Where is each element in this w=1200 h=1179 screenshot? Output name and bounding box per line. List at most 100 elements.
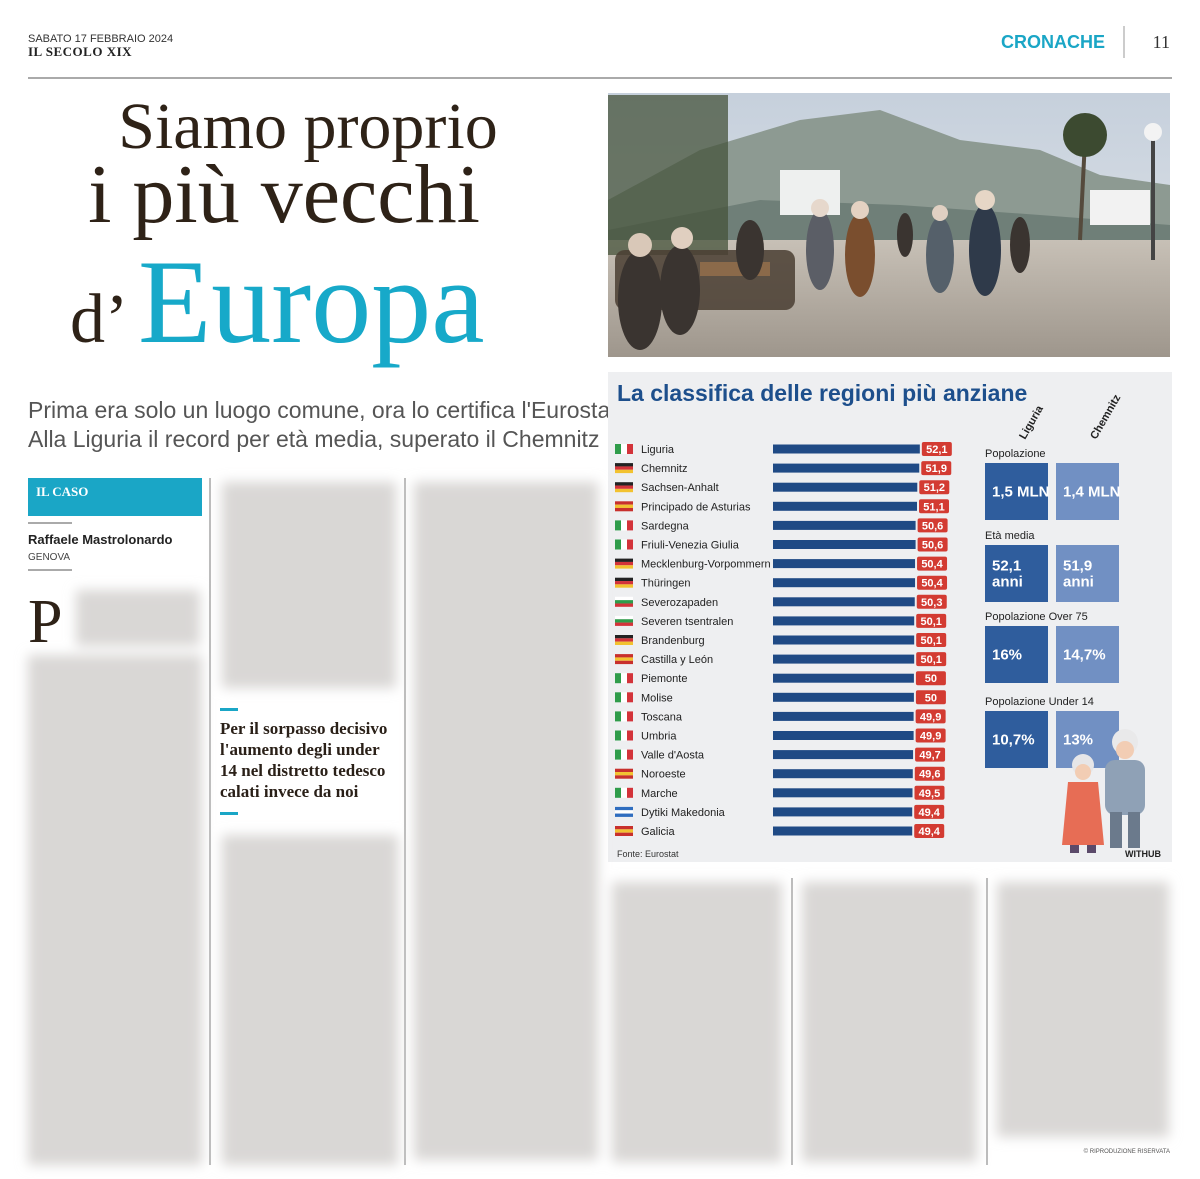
stat-value: 1,4 MLN	[1063, 484, 1121, 501]
stat-box	[985, 463, 1048, 520]
kicker-box	[28, 478, 202, 516]
bar	[773, 788, 913, 798]
stat-value: 1,5 MLN	[992, 484, 1050, 501]
category-label: Friuli-Venezia Giulia	[641, 540, 740, 552]
value-label: 50,4	[921, 559, 943, 571]
stat-value: 10,7%	[992, 732, 1035, 749]
stat-value: 16%	[992, 647, 1022, 664]
value-label-box	[917, 537, 948, 552]
bar	[773, 578, 916, 588]
value-label: 50	[925, 692, 937, 704]
flag	[615, 577, 633, 582]
flag	[615, 520, 621, 531]
category-label: Molise	[641, 692, 673, 704]
pull-quote: Per il sorpasso decisivo	[220, 719, 387, 738]
flag	[615, 565, 633, 569]
flag	[621, 749, 627, 760]
flag	[621, 444, 627, 454]
stat-value: anni	[1063, 574, 1094, 591]
category-label: Thüringen	[641, 578, 691, 590]
value-label-box	[914, 804, 945, 819]
drop-cap: P	[28, 588, 62, 656]
value-label-box	[915, 690, 946, 705]
value-label-box	[917, 575, 948, 590]
page-number: 11	[1153, 32, 1170, 52]
pull-quote: 14 nel distretto tedesco	[220, 761, 385, 780]
bar	[773, 769, 913, 779]
value-label-box	[916, 594, 947, 609]
flag	[621, 539, 627, 550]
flag	[615, 775, 633, 779]
value-label: 50,1	[920, 616, 941, 628]
category-label: Severozapaden	[641, 597, 718, 609]
category-label: Piemonte	[641, 673, 687, 685]
flag	[615, 711, 621, 722]
flag	[615, 444, 621, 454]
bar	[773, 540, 916, 549]
category-label: Mecklenburg-Vorpommern	[641, 559, 771, 571]
stat-value: 14,7%	[1063, 647, 1106, 664]
date: SABATO 17 FEBBRAIO 2024	[28, 33, 173, 45]
value-label-box	[915, 728, 946, 743]
stat-box	[985, 711, 1048, 768]
value-label-box	[917, 556, 948, 571]
subtitle: Prima era solo un luogo comune, ora lo c…	[28, 397, 617, 423]
pull-quote: calati invece da noi	[220, 782, 359, 801]
flag	[615, 730, 621, 741]
flag	[627, 520, 633, 531]
value-label-box	[919, 480, 950, 495]
flag	[615, 466, 633, 470]
flag	[615, 596, 633, 601]
value-label: 50,4	[921, 578, 943, 590]
flag	[615, 806, 633, 811]
headline-line: i più vecchi	[88, 148, 480, 241]
value-label: 50	[925, 673, 937, 685]
flag	[615, 657, 633, 661]
flag	[615, 768, 633, 773]
value-label: 49,5	[919, 788, 940, 800]
bar	[773, 482, 918, 492]
value-label: 50,3	[921, 597, 942, 609]
category-label: Sachsen-Anhalt	[641, 482, 719, 494]
bar	[773, 444, 920, 454]
bar	[773, 692, 914, 702]
flag	[621, 520, 627, 531]
bar	[773, 731, 914, 740]
value-label: 51,9	[926, 463, 947, 475]
value-label-box	[921, 442, 952, 456]
value-label: 50,1	[920, 654, 941, 666]
flag	[615, 482, 633, 486]
row-label: Popolazione	[985, 448, 1046, 460]
row-label: Età media	[985, 530, 1035, 542]
flag	[615, 826, 633, 830]
photo	[608, 93, 1170, 357]
category-label: Liguria	[641, 444, 675, 456]
value-label-box	[915, 747, 946, 762]
bar	[773, 559, 916, 569]
flag	[627, 711, 633, 722]
flag	[627, 787, 633, 798]
flag	[615, 772, 633, 776]
stat-box	[1056, 626, 1119, 683]
value-label: 52,1	[926, 444, 947, 456]
flag	[627, 444, 633, 454]
credit: WITHUB	[1125, 849, 1161, 859]
location: GENOVA	[28, 552, 70, 563]
flag	[615, 622, 633, 626]
value-label: 49,9	[920, 711, 941, 723]
flag	[615, 539, 621, 550]
row-label: Popolazione Under 14	[985, 696, 1094, 708]
flag	[627, 673, 633, 684]
copyright: © RIPRODUZIONE RISERVATA	[1084, 1148, 1170, 1155]
infographic: La classifica delle regioni più anziane …	[608, 372, 1172, 862]
category-label: Severen tsentralen	[641, 616, 733, 628]
flag	[615, 600, 633, 604]
bar-chart: Liguria 52,1 Chemnitz 51,9 Sachsen-Anhalt 51,…	[615, 442, 952, 838]
flag	[615, 504, 633, 508]
value-label-box	[915, 709, 946, 724]
bar	[773, 597, 915, 607]
value-label: 49,6	[919, 769, 940, 781]
value-label: 50,6	[922, 520, 943, 532]
flag	[621, 730, 627, 741]
kicker: IL CASO	[36, 484, 88, 499]
